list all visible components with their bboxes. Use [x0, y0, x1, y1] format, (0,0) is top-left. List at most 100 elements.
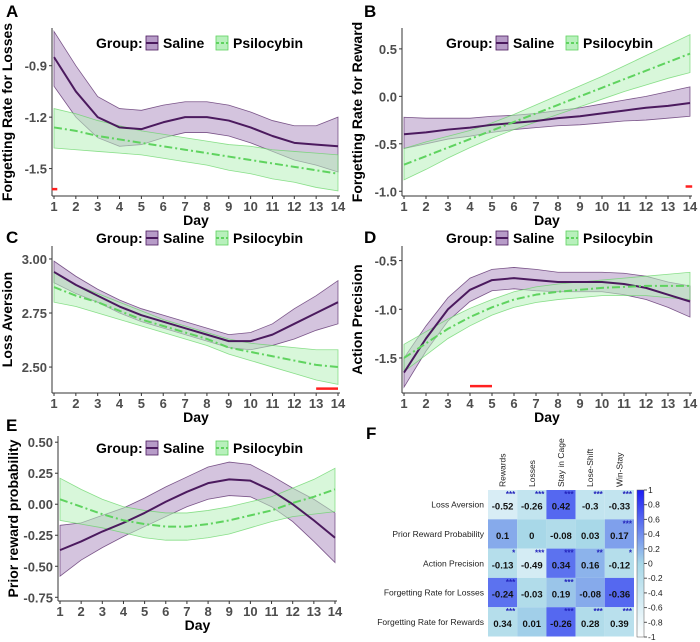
colorbar-tick-label: 0	[648, 559, 653, 569]
significance-stars: ***	[564, 490, 574, 499]
y-tick-label: -0.5	[375, 137, 397, 152]
heatmap-cell	[604, 548, 634, 578]
heatmap-cell	[575, 519, 605, 549]
psilocybin-ci-band	[59, 467, 336, 541]
y-tick-label: 2.50	[22, 360, 47, 375]
y-tick-label: 0.00	[28, 497, 53, 512]
heatmap-cell	[517, 548, 547, 578]
saline-mean-line	[53, 271, 339, 343]
heatmap-row-label: Prior Reward Probability	[392, 529, 484, 539]
heatmap-cell	[546, 519, 576, 549]
legend-title: Group:	[96, 230, 143, 246]
heatmap-cell	[604, 607, 634, 637]
legend: Group: Saline Psilocybin	[96, 440, 303, 456]
legend-title: Group:	[446, 35, 493, 51]
x-tick-label: 4	[466, 396, 474, 411]
colorbar-tick-label: -1	[648, 632, 656, 642]
y-tick-label: 0.5	[379, 42, 397, 57]
x-tick-label: 14	[331, 396, 346, 411]
y-axis-title: Action Precision	[349, 264, 365, 374]
x-tick-label: 8	[203, 396, 210, 411]
heatmap-cell	[546, 548, 576, 578]
heatmap-cell	[517, 577, 547, 608]
x-tick-label: 12	[285, 604, 299, 619]
heatmap-cell-value: 0.34	[552, 560, 571, 571]
legend-psilocybin-label: Psilocybin	[583, 35, 653, 51]
x-tick-label: 13	[661, 199, 675, 214]
panel-a: -0.9-1.2-1.51 2 3 4 5 6 7 8 9 10 11 12 13 14DayForget…	[0, 23, 346, 228]
legend-psilocybin-label: Psilocybin	[233, 230, 303, 246]
heatmap-cell-value: -0.03	[521, 590, 543, 601]
panel-f-heatmap: Loss Aversion -0.52***-0.26***0.42***-0.3…	[377, 438, 663, 642]
x-tick-label: 9	[576, 199, 583, 214]
x-tick-label: 14	[683, 396, 698, 411]
heatmap-cell-value: 0.39	[610, 619, 629, 630]
heatmap-cell-value: -0.26	[550, 619, 572, 630]
heatmap-column-label: Losses	[527, 460, 537, 487]
x-axis-title: Day	[185, 617, 211, 633]
heatmap-cell	[488, 577, 518, 608]
x-axis-title: Day	[534, 212, 560, 228]
x-tick-label: 6	[510, 396, 517, 411]
heatmap-cell	[488, 548, 518, 578]
saline-mean-line	[403, 277, 691, 374]
y-tick-label: -0.50	[23, 559, 53, 574]
legend-psilocybin-label: Psilocybin	[233, 35, 303, 51]
x-tick-label: 4	[120, 604, 128, 619]
heatmap-cell-value: 0.1	[496, 531, 510, 542]
x-tick-label: 11	[266, 199, 280, 214]
x-tick-label: 5	[138, 396, 145, 411]
heatmap-cell	[546, 577, 576, 608]
significance-stars: *	[512, 549, 516, 558]
colorbar-tick-label: 0.2	[648, 544, 660, 554]
heatmap-cell-value: 0.34	[493, 619, 512, 630]
x-tick-label: 9	[576, 396, 583, 411]
significance-stars: ***	[535, 549, 545, 558]
heatmap-cell	[488, 490, 518, 520]
heatmap-column-label: Rewards	[498, 453, 508, 487]
legend: Group: Saline Psilocybin	[96, 35, 303, 51]
y-tick-label: -1.0	[375, 184, 397, 199]
heatmap-cell	[488, 519, 518, 549]
x-tick-label: 2	[72, 199, 79, 214]
panel-label-b: B	[364, 2, 377, 21]
significance-stars: ***	[623, 607, 633, 616]
x-tick-label: 10	[595, 396, 609, 411]
x-tick-label: 13	[307, 604, 321, 619]
y-axis-title: Forgetting Rate for Reward	[349, 22, 365, 202]
x-tick-label: 6	[510, 199, 517, 214]
y-tick-label: -1.2	[25, 110, 47, 125]
colorbar-tick-label: -0.6	[648, 603, 663, 613]
x-tick-label: 13	[661, 396, 675, 411]
x-tick-label: 3	[94, 396, 101, 411]
x-tick-label: 10	[595, 199, 609, 214]
panel-label-d: D	[364, 228, 377, 247]
heatmap-cell	[546, 490, 576, 520]
x-tick-label: 4	[116, 199, 124, 214]
significance-stars: ***	[564, 578, 574, 587]
heatmap-cell	[517, 607, 547, 637]
y-tick-label: -1.5	[375, 351, 397, 366]
y-tick-label: -0.9	[25, 59, 47, 74]
x-tick-label: 2	[72, 396, 79, 411]
significance-stars: *	[629, 549, 633, 558]
x-tick-label: 1	[400, 199, 407, 214]
x-tick-label: 9	[226, 604, 233, 619]
x-tick-label: 8	[554, 199, 561, 214]
legend: Group: Saline Psilocybin	[96, 230, 303, 246]
x-tick-label: 14	[683, 199, 698, 214]
heatmap-column-label: Stay in Cage	[556, 438, 566, 487]
y-axis-title: Loss Aversion	[0, 272, 15, 367]
y-tick-label: 0.0	[379, 89, 397, 104]
legend-saline-label: Saline	[163, 440, 204, 456]
x-tick-label: 1	[400, 396, 407, 411]
colorbar-tick-label: 0.4	[648, 529, 660, 539]
heatmap-cell	[575, 607, 605, 637]
y-tick-label: -0.25	[23, 528, 53, 543]
heatmap-cell	[575, 548, 605, 578]
legend-saline-label: Saline	[513, 230, 554, 246]
heatmap-cell-value: 0.16	[581, 560, 600, 571]
y-tick-label: -1.0	[375, 302, 397, 317]
significance-stars: ***	[506, 607, 516, 616]
